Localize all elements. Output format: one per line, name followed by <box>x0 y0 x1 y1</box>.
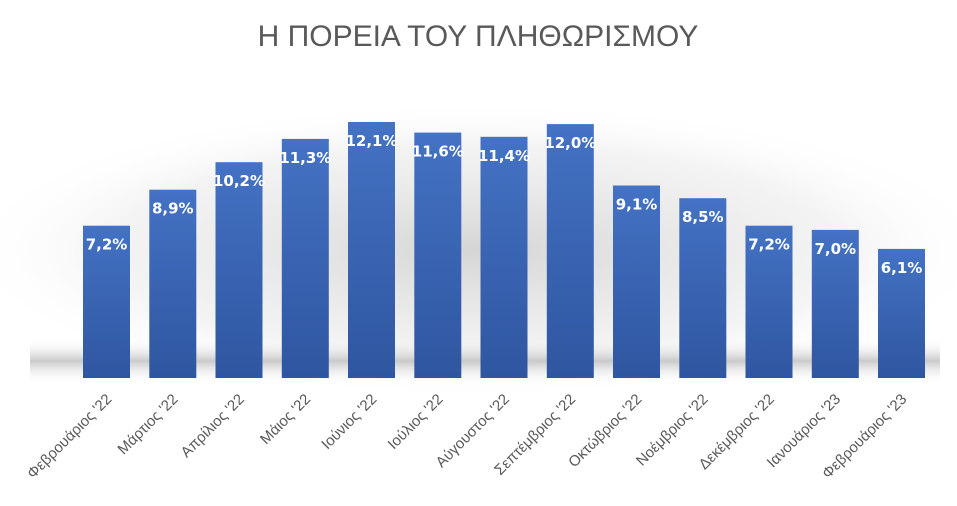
bar <box>348 122 395 378</box>
bar <box>679 198 727 378</box>
bar <box>83 225 130 378</box>
bars-group <box>83 122 925 378</box>
data-label: 11,6% <box>412 143 464 161</box>
data-label: 8,5% <box>682 208 724 226</box>
x-tick-label: Φεβρουάριος '22 <box>24 391 115 482</box>
data-label: 12,1% <box>345 132 397 150</box>
x-tick-label: Ιούλιος '22 <box>385 391 447 453</box>
x-tick-label: Μάρτιος '22 <box>114 391 181 458</box>
bar <box>811 229 859 378</box>
bar <box>215 162 263 378</box>
x-tick-label: Ιούνιος '22 <box>318 391 380 453</box>
bar <box>281 138 329 378</box>
bar <box>149 189 197 378</box>
x-tick-label: Μάιος '22 <box>257 391 314 448</box>
bar <box>745 225 793 378</box>
data-label: 7,0% <box>814 240 856 258</box>
data-label: 10,2% <box>213 172 265 190</box>
x-tick-label: Απρίλιος '22 <box>178 391 248 461</box>
data-label: 6,1% <box>881 259 923 277</box>
bar <box>546 124 594 378</box>
data-label: 12,0% <box>544 134 596 152</box>
data-label: 7,2% <box>86 236 128 254</box>
data-label: 7,2% <box>748 236 790 254</box>
data-labels-group: 7,2% 8,9% 10,2% 11,3% 12,1% 11,6% 11,4% 12,0% 9,… <box>86 132 923 277</box>
data-label: 8,9% <box>152 200 194 218</box>
data-label: 11,3% <box>279 149 331 167</box>
data-label: 11,4% <box>478 147 530 165</box>
bar <box>878 248 925 378</box>
bar <box>480 136 528 378</box>
bar <box>613 185 660 378</box>
bar <box>414 132 462 378</box>
chart-title: Η ΠΟΡΕΙΑ ΤΟΥ ΠΛΗΘΩΡΙΣΜΟΥ <box>258 20 699 53</box>
data-label: 9,1% <box>616 196 658 214</box>
